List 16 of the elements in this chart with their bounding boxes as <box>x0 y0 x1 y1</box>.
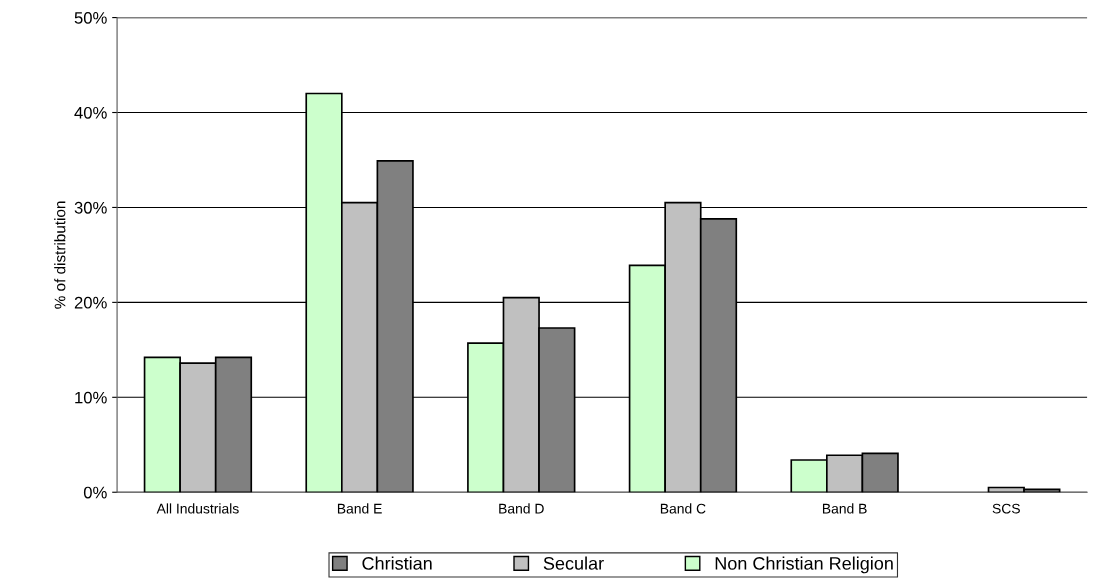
x-tick-label: All Industrials <box>156 503 239 514</box>
y-axis-title: % of distribution <box>54 201 66 309</box>
y-tick-label: 10% <box>75 391 107 404</box>
x-tick-label: Band D <box>499 503 544 514</box>
x-tick-label: Band C <box>660 503 706 514</box>
y-tick-label: 30% <box>74 201 107 214</box>
x-tick-label: Band B <box>822 503 867 514</box>
legend-label: Non Christian Religion <box>715 556 893 574</box>
legend-label: Secular <box>543 556 604 570</box>
x-tick-label: Band E <box>337 503 382 514</box>
y-tick-label: 0% <box>83 486 107 499</box>
y-tick-label: 40% <box>74 106 107 119</box>
y-tick-label: 20% <box>74 296 107 309</box>
y-tick-label: 50% <box>74 11 107 24</box>
legend-label: Christian <box>362 556 432 570</box>
x-tick-label: SCS <box>992 503 1020 514</box>
